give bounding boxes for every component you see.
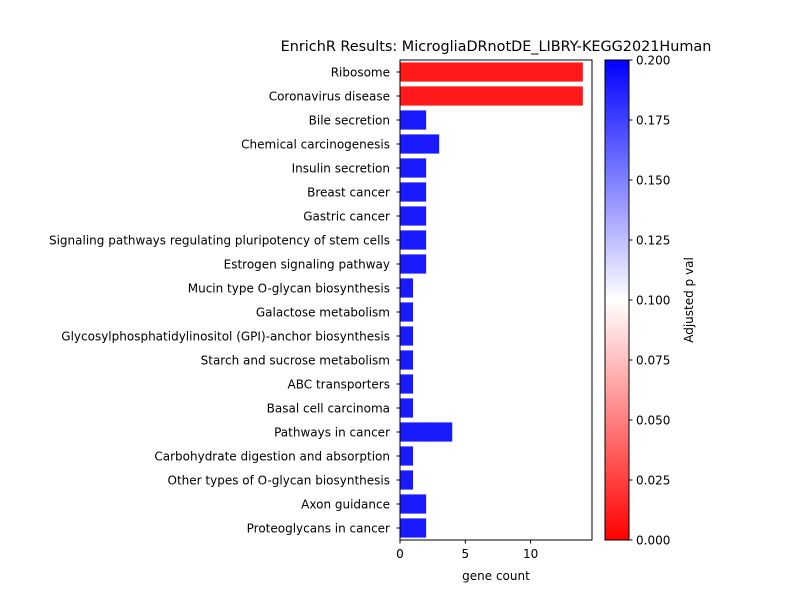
colorbar	[604, 59, 630, 541]
bar	[400, 278, 414, 298]
colorbar-tick-label: 0.075	[636, 354, 670, 368]
bar	[400, 350, 414, 370]
y-tick-label: Axon guidance	[301, 498, 390, 512]
y-tick-label: Galactose metabolism	[256, 306, 390, 320]
bar	[400, 470, 414, 490]
bar	[400, 422, 453, 442]
plot-frame	[399, 59, 593, 541]
colorbar-tick-label: 0.125	[636, 234, 670, 248]
colorbar-tick-label: 0.200	[636, 54, 670, 68]
y-tick-label: ABC transporters	[288, 378, 390, 392]
bar	[400, 518, 427, 538]
x-tick-label: 0	[396, 547, 404, 561]
bar	[400, 326, 414, 346]
y-tick-label: Signaling pathways regulating pluripoten…	[49, 234, 390, 248]
y-tick-label: Mucin type O-glycan biosynthesis	[188, 282, 390, 296]
y-tick-label: Insulin secretion	[292, 162, 390, 176]
bar	[400, 182, 427, 202]
colorbar-tick-label: 0.050	[636, 414, 670, 428]
colorbar-tick-label: 0.175	[636, 114, 670, 128]
y-tick-label: Other types of O-glycan biosynthesis	[168, 474, 390, 488]
y-tick-label: Bile secretion	[309, 114, 390, 128]
y-tick-label: Basal cell carcinoma	[267, 402, 390, 416]
colorbar-tick-label: 0.150	[636, 174, 670, 188]
y-tick-label: Breast cancer	[307, 186, 390, 200]
x-tick-label: 5	[461, 547, 469, 561]
y-tick-label: Estrogen signaling pathway	[224, 258, 390, 272]
bar	[400, 62, 583, 82]
chart-title: EnrichR Results: MicrogliaDRnotDE_LIBRY-…	[281, 39, 712, 55]
bar	[400, 86, 583, 106]
y-tick-label: Glycosylphosphatidylinositol (GPI)-ancho…	[61, 330, 390, 344]
y-tick-label: Gastric cancer	[303, 210, 390, 224]
y-tick-label: Coronavirus disease	[269, 90, 390, 104]
x-tick-label: 10	[523, 547, 538, 561]
bar	[400, 494, 427, 514]
x-axis-label: gene count	[462, 569, 530, 583]
bar	[400, 134, 440, 154]
colorbar-tick-label: 0.100	[636, 294, 670, 308]
bar	[400, 110, 427, 130]
bar	[400, 230, 427, 250]
colorbar-tick-label: 0.000	[636, 534, 670, 548]
bar	[400, 398, 414, 418]
bar	[400, 374, 414, 394]
bar	[400, 206, 427, 226]
y-tick-label: Ribosome	[331, 66, 390, 80]
bar	[400, 254, 427, 274]
y-tick-label: Carbohydrate digestion and absorption	[154, 450, 390, 464]
colorbar-label: Adjusted p val	[682, 257, 696, 343]
colorbar-tick-label: 0.025	[636, 474, 670, 488]
bar	[400, 302, 414, 322]
bar	[400, 446, 414, 466]
y-tick-label: Pathways in cancer	[274, 426, 390, 440]
bar	[400, 158, 427, 178]
y-tick-label: Chemical carcinogenesis	[241, 138, 390, 152]
y-tick-label: Proteoglycans in cancer	[247, 522, 390, 536]
y-tick-label: Starch and sucrose metabolism	[201, 354, 390, 368]
